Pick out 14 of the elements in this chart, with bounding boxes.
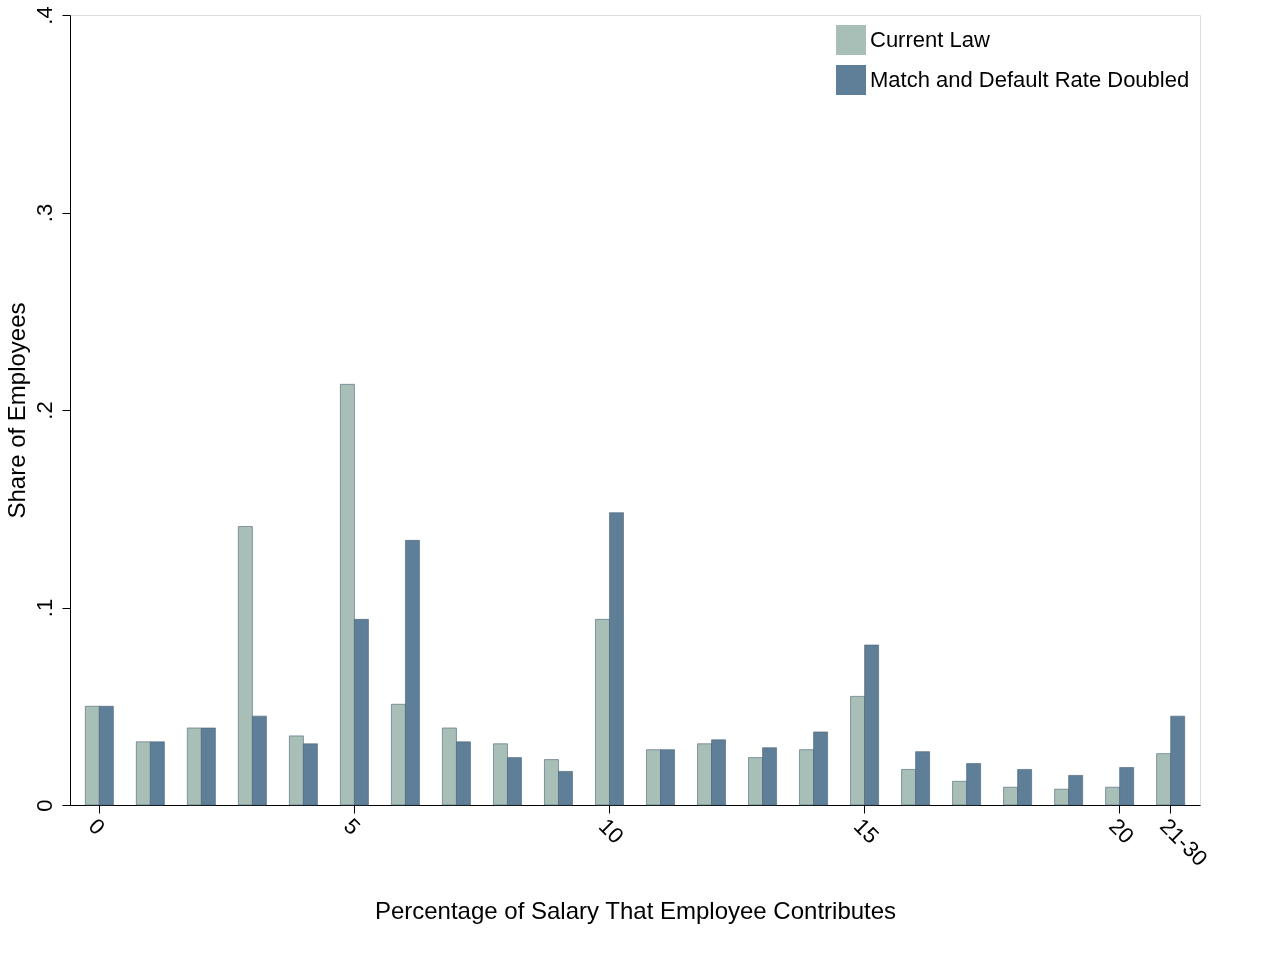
y-tick-label: .2 — [31, 401, 57, 420]
x-axis-title: Percentage of Salary That Employee Contributes — [374, 897, 897, 925]
x-tick-label: 15 — [849, 813, 885, 849]
legend-label: Current Law — [870, 27, 990, 52]
y-tick-label: .1 — [31, 598, 57, 618]
x-tick-label: 5 — [338, 813, 366, 840]
x-tick-label: 10 — [593, 813, 629, 849]
x-tick-label: 20 — [1104, 813, 1140, 849]
y-axis-title: Share of Employees — [2, 302, 30, 519]
y-tick-label: 0 — [31, 799, 57, 812]
y-tick-label: .3 — [31, 203, 57, 223]
y-tick-label: .4 — [31, 6, 57, 25]
legend-label: Match and Default Rate Doubled — [870, 67, 1190, 92]
x-tick-label: 0 — [83, 813, 111, 840]
